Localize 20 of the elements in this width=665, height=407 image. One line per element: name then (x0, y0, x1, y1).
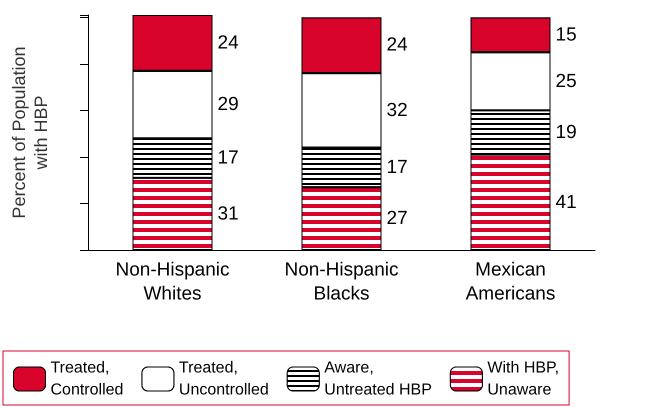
data-label: 29 (218, 94, 239, 116)
data-label: 27 (386, 208, 408, 230)
legend-label: Treated, Uncontrolled (178, 360, 269, 398)
x-tick-label: Non-Hispanic Whites (115, 260, 230, 304)
data-label: 41 (556, 192, 577, 213)
data-label: 24 (386, 34, 408, 56)
x-tick-label: Mexican Americans (466, 260, 556, 304)
y-axis-title: Percent of Population with HBP (9, 46, 51, 219)
data-label: 17 (386, 156, 408, 178)
legend-label: Aware, Untreated HBP (324, 360, 432, 398)
legend-label: With HBP, Unaware (487, 360, 560, 398)
data-label: 15 (556, 24, 577, 46)
data-label: 19 (556, 122, 577, 143)
data-label: 17 (218, 148, 239, 169)
data-label: 24 (218, 32, 240, 54)
data-label: 31 (218, 203, 239, 224)
x-tick-label: Non-Hispanic Blacks (284, 260, 399, 304)
legend-label: Treated, Controlled (50, 360, 124, 398)
data-label: 32 (386, 100, 408, 121)
data-label: 25 (556, 70, 577, 92)
